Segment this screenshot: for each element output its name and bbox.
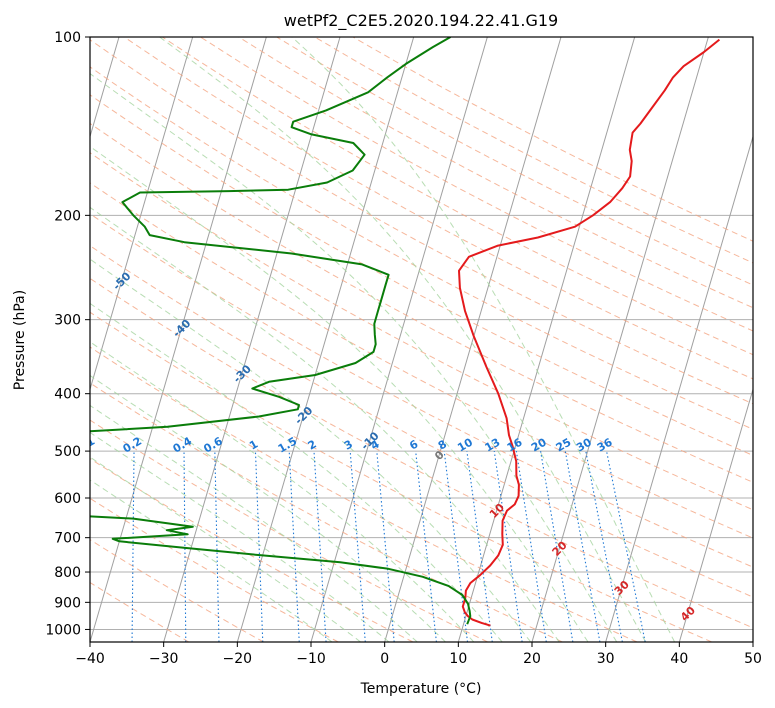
mixing-ratio-line <box>540 451 574 642</box>
mixing-ratio-line <box>493 451 523 642</box>
x-tick-label: −20 <box>223 651 253 667</box>
dry-adiabat <box>238 37 753 309</box>
dry-adiabat <box>90 245 753 598</box>
chart-title: wetPf2_C2E5.2020.194.22.41.G19 <box>284 11 558 31</box>
moist-adiabat <box>291 37 676 642</box>
dry-adiabat <box>123 37 753 380</box>
x-tick-label: 50 <box>744 651 762 667</box>
y-tick-label: 700 <box>54 531 81 547</box>
y-tick-label: 900 <box>54 595 81 611</box>
x-tick-label: 10 <box>449 651 467 667</box>
y-tick-label: 500 <box>54 444 81 460</box>
dry-adiabat <box>90 39 753 405</box>
mixing-ratio-line <box>564 451 601 642</box>
x-tick-label: −10 <box>296 651 326 667</box>
dry-adiabat <box>90 581 190 642</box>
moist-adiabat <box>90 479 333 642</box>
x-tick-label: 20 <box>523 651 541 667</box>
dry-adiabat <box>200 37 753 332</box>
dry-adiabat <box>90 182 753 539</box>
mixing-ratio-label: 0.1 <box>74 435 97 456</box>
mixing-ratio-line <box>585 450 623 642</box>
x-tick-label: −40 <box>75 651 105 667</box>
dry-adiabat <box>90 277 753 629</box>
isotherm-line <box>531 37 709 642</box>
mixing-ratio-line <box>515 451 547 642</box>
x-tick-label: 0 <box>380 651 389 667</box>
x-tick-label: 40 <box>670 651 688 667</box>
mixing-ratio-line <box>606 450 646 642</box>
dry-adiabat <box>90 539 264 642</box>
y-tick-label: 800 <box>54 565 81 581</box>
dry-adiabat <box>90 213 753 568</box>
dry-adiabat <box>90 94 753 456</box>
y-tick-label: 300 <box>54 313 81 329</box>
moist-adiabat <box>90 258 532 642</box>
y-tick-label: 400 <box>54 387 81 403</box>
temperature-profile <box>458 38 721 627</box>
x-tick-label: 30 <box>597 651 615 667</box>
moist-adiabat <box>90 341 475 642</box>
dry-adiabat <box>90 457 414 642</box>
isotherm-line <box>457 37 636 642</box>
moist-adiabat <box>90 456 361 642</box>
dewpoint-profile <box>90 37 472 625</box>
moist-adiabat <box>159 37 647 642</box>
isotherm-line <box>163 37 341 642</box>
moist-adiabat <box>90 404 418 642</box>
isotherm-line <box>236 37 415 642</box>
moist-adiabat <box>90 374 446 642</box>
y-tick-label: 1000 <box>45 622 81 638</box>
isotherm-line <box>90 37 194 392</box>
isotherm-line <box>384 37 562 642</box>
dry-adiabat <box>90 419 488 642</box>
y-axis-label: Pressure (hPa) <box>12 290 28 390</box>
plot-frame <box>89 36 754 643</box>
mixing-ratio-line <box>466 451 493 642</box>
dry-adiabat <box>90 122 753 483</box>
y-tick-label: 200 <box>54 208 81 224</box>
x-tick-label: −30 <box>149 651 179 667</box>
y-tick-label: 600 <box>54 491 81 507</box>
mixing-ratio-line <box>415 451 437 642</box>
dry-adiabat <box>90 346 638 642</box>
moist-adiabat <box>90 145 589 642</box>
moist-adiabat <box>90 206 560 642</box>
x-axis-label: Temperature (°C) <box>360 681 482 697</box>
dry-adiabat <box>90 152 753 511</box>
y-tick-label: 100 <box>54 30 81 46</box>
isotherm-line <box>678 387 753 642</box>
dry-adiabat <box>90 311 712 642</box>
